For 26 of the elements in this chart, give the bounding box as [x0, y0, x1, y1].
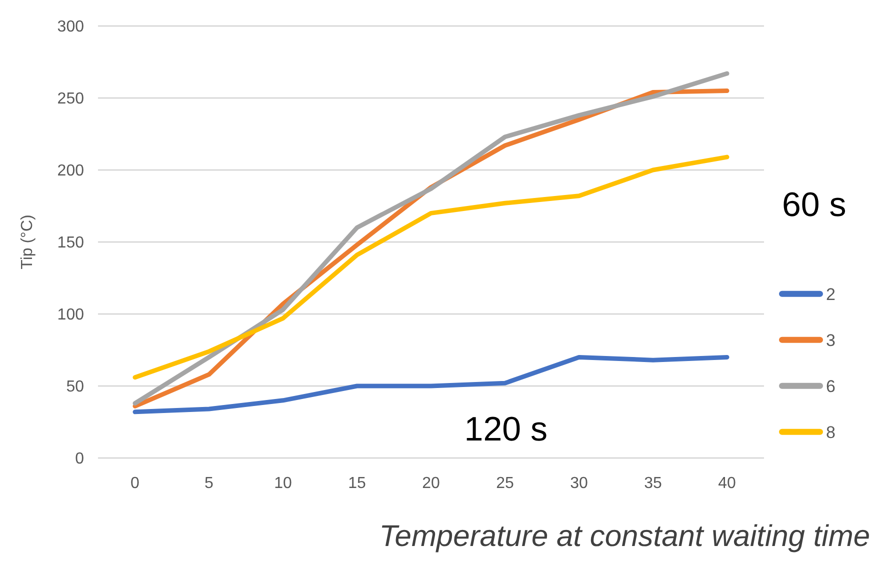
- x-tick-label: 25: [496, 475, 514, 492]
- legend-label: 8: [826, 422, 836, 442]
- legend-label: 2: [826, 284, 836, 304]
- y-tick-label: 250: [57, 90, 84, 108]
- y-tick-label: 100: [57, 306, 84, 324]
- x-tick-label: 40: [718, 475, 736, 492]
- y-tick-label: 0: [75, 450, 84, 468]
- x-tick-label: 20: [422, 475, 440, 492]
- y-tick-label: 150: [57, 234, 84, 252]
- x-tick-label: 15: [348, 475, 366, 492]
- y-tick-label: 300: [57, 18, 84, 36]
- y-axis-title: Tip (°C): [19, 214, 36, 270]
- x-tick-label: 5: [204, 475, 214, 492]
- x-axis-title: Temperature at constant waiting time: [379, 520, 870, 553]
- text: 60 s: [782, 186, 846, 224]
- line-series: [132, 154, 730, 380]
- legend-label: 3: [826, 330, 836, 350]
- x-tick-label: 0: [130, 475, 140, 492]
- legend-label: 6: [826, 376, 836, 396]
- y-tick-label: 200: [57, 162, 84, 180]
- x-tick-label: 10: [274, 475, 292, 492]
- annotation: 120 s: [464, 410, 548, 449]
- y-tick-label: 50: [66, 378, 84, 396]
- x-tick-label: 30: [570, 475, 588, 492]
- x-tick-label: 35: [644, 475, 662, 492]
- line-series: [132, 354, 730, 414]
